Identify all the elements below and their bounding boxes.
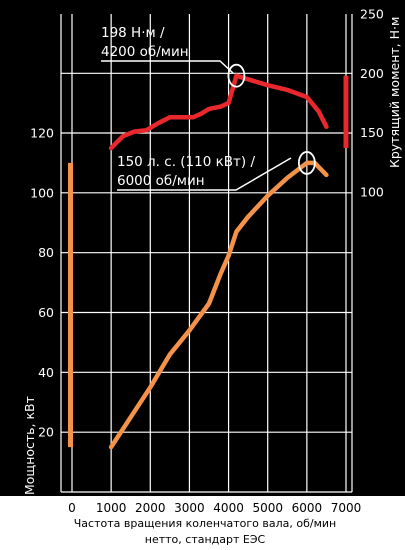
y-left-tick-label: 20 <box>38 425 54 440</box>
chart-background <box>0 0 405 496</box>
annotation-circle <box>297 151 316 175</box>
torque-curve <box>108 73 329 151</box>
annotation-circle <box>227 63 246 88</box>
y-right-tick-label: 250 <box>360 7 384 22</box>
x-tick-label: 3000 <box>174 501 205 515</box>
x-tick-label: 0 <box>68 501 76 515</box>
x-tick-label: 4000 <box>213 501 244 515</box>
x-axis-label: Частота вращения коленчатого вала, об/ми… <box>74 517 337 530</box>
y-right-tick-label: 150 <box>360 125 384 140</box>
y-left-tick-label: 60 <box>38 305 54 320</box>
y-left-tick-label: 100 <box>30 185 54 200</box>
range-bars <box>68 75 349 448</box>
tick-labels: 20 40 60 80 100 120 100 150 200 250 0 1000 2000 3000 4… <box>30 7 384 516</box>
x-tick-label: 1000 <box>96 501 127 515</box>
x-tick-label: 7000 <box>331 501 362 515</box>
y-right-axis-label: Крутящий момент, Н·м <box>387 17 402 168</box>
x-tick-label: 6000 <box>292 501 323 515</box>
y-left-tick-label: 80 <box>38 245 54 260</box>
x-tick-label: 5000 <box>252 501 283 515</box>
annotation-line: 198 Н·м / <box>101 25 165 41</box>
annotation-line: 6000 об/мин <box>117 173 205 189</box>
y-left-axis-label: Мощность, кВт <box>22 396 37 495</box>
y-left-tick-label: 40 <box>38 365 54 380</box>
annotation-leader <box>117 157 292 191</box>
y-left-tick-label: 120 <box>30 126 54 141</box>
annotations: 198 Н·м / 4200 об/мин 150 л. с. (110 кВт) … <box>101 25 316 191</box>
annotation-leader <box>101 60 234 74</box>
annotation-line: 150 л. с. (110 кВт) / <box>117 154 255 170</box>
x-axis-caption: нетто, стандарт ЕЭС <box>145 533 266 546</box>
annotation-line: 4200 об/мин <box>101 44 189 60</box>
x-tick-label: 2000 <box>135 501 166 515</box>
y-right-tick-label: 200 <box>360 66 384 81</box>
y-right-tick-label: 100 <box>360 185 384 200</box>
